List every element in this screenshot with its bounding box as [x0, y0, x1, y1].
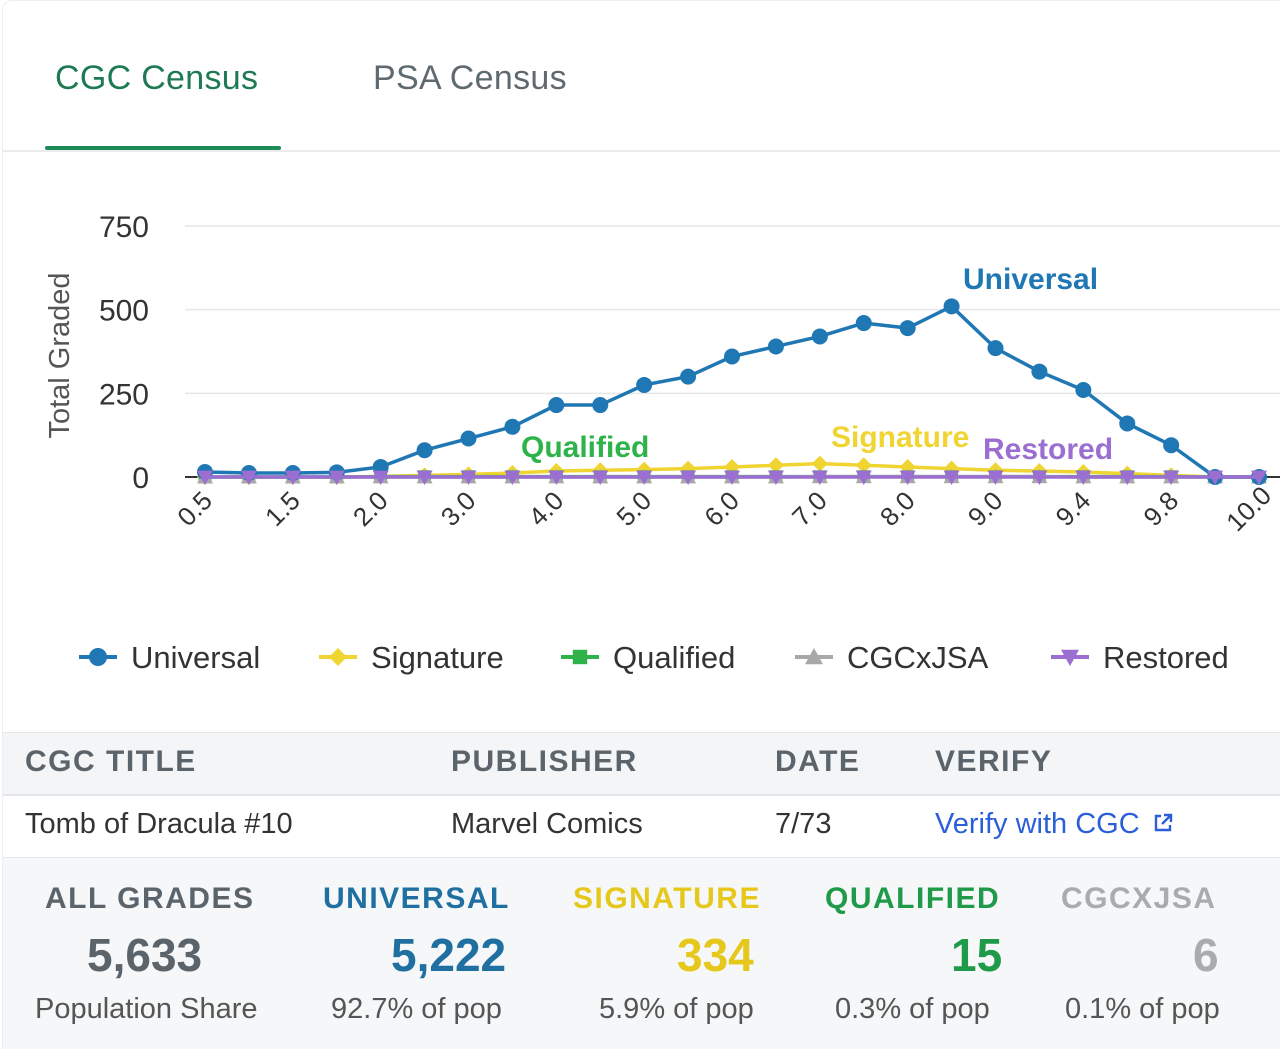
legend-label-qualified: Qualified — [613, 640, 735, 675]
census-line-chart: 0 250 500 750 Total Graded 0.5 1.5 2.0 3.0 4.0 5.0… — [3, 153, 1280, 731]
stat-qualified-value: 15 — [951, 928, 1002, 982]
stat-signature-value: 334 — [677, 928, 754, 982]
x-tick-label: 1.5 — [259, 485, 306, 532]
legend-label-cgcxjsa: CGCxJSA — [847, 640, 989, 675]
x-tick-label: 4.0 — [523, 485, 570, 532]
point-universal — [504, 419, 520, 435]
x-tick-label: 3.0 — [435, 485, 482, 532]
point-universal — [900, 320, 916, 336]
external-link-icon[interactable] — [1152, 809, 1174, 842]
cell-publisher: Marvel Comics — [451, 808, 643, 841]
legend-label-universal: Universal — [131, 640, 260, 675]
point-universal — [988, 340, 1004, 356]
stat-cgcxjsa-label: CGCXJSA — [1061, 882, 1217, 916]
header-date: DATE — [775, 745, 860, 779]
point-universal — [592, 397, 608, 413]
cell-title: Tomb of Dracula #10 — [25, 808, 293, 841]
stat-signature-label: SIGNATURE — [573, 882, 761, 916]
stat-signature-sub: 5.9% of pop — [599, 993, 754, 1026]
table-row: Tomb of Dracula #10 Marvel Comics 7/73 V… — [3, 796, 1280, 859]
point-universal — [1163, 437, 1179, 453]
header-verify: VERIFY — [935, 745, 1052, 779]
point-universal — [944, 298, 960, 314]
x-tick-label: 7.0 — [786, 485, 833, 532]
legend-marker-universal — [89, 648, 107, 666]
x-tick-label: 6.0 — [698, 485, 745, 532]
annotation-restored: Restored — [983, 433, 1113, 466]
stat-all-grades-sub: Population Share — [35, 993, 258, 1026]
stat-all-grades-label: ALL GRADES — [45, 882, 254, 916]
point-universal — [417, 442, 433, 458]
x-tick-label: 0.5 — [171, 485, 218, 532]
y-axis-label: Total Graded — [44, 272, 76, 438]
point-universal — [461, 431, 477, 447]
point-universal — [1075, 382, 1091, 398]
y-tick-label: 250 — [99, 378, 149, 411]
stat-universal-value: 5,222 — [391, 928, 506, 982]
point-universal — [768, 338, 784, 354]
point-universal — [548, 397, 564, 413]
stat-all-grades-value: 5,633 — [87, 928, 202, 982]
legend-label-restored: Restored — [1103, 640, 1229, 675]
header-publisher: PUBLISHER — [451, 745, 638, 779]
stat-universal-label: UNIVERSAL — [323, 882, 510, 916]
point-universal — [680, 369, 696, 385]
title-table: CGC TITLE PUBLISHER DATE VERIFY Tomb of … — [3, 732, 1280, 859]
legend-marker-signature — [329, 648, 347, 666]
verify-with-cgc-link[interactable]: Verify with CGC — [935, 808, 1174, 842]
cell-date: 7/73 — [775, 808, 831, 841]
x-tick-label: 8.0 — [874, 485, 921, 532]
population-stats: ALL GRADES 5,633 Population Share UNIVER… — [3, 858, 1280, 1049]
table-header: CGC TITLE PUBLISHER DATE VERIFY — [3, 732, 1280, 796]
x-tick-label: 9.4 — [1050, 485, 1097, 532]
x-tick-label: 10.0 — [1220, 480, 1277, 537]
y-tick-label: 0 — [132, 462, 149, 495]
point-universal — [812, 328, 828, 344]
point-universal — [1031, 364, 1047, 380]
stat-qualified-sub: 0.3% of pop — [835, 993, 990, 1026]
y-tick-label: 500 — [99, 295, 149, 328]
tab-psa-census[interactable]: PSA Census — [373, 59, 567, 98]
y-tick-label: 750 — [99, 211, 149, 244]
legend-label-signature: Signature — [371, 640, 504, 675]
x-tick-label: 5.0 — [610, 485, 657, 532]
header-cgc-title: CGC TITLE — [25, 745, 197, 779]
x-tick-label: 9.8 — [1137, 485, 1184, 532]
annotation-universal: Universal — [963, 263, 1098, 296]
point-universal — [856, 315, 872, 331]
census-tabs: CGC Census PSA Census — [3, 1, 1280, 152]
active-tab-indicator — [45, 146, 281, 150]
x-tick-label: 9.0 — [962, 485, 1009, 532]
tab-cgc-census[interactable]: CGC Census — [55, 59, 258, 98]
legend-marker-qualified — [573, 650, 587, 664]
x-tick-label: 2.0 — [347, 485, 394, 532]
point-universal — [1119, 415, 1135, 431]
stat-cgcxjsa-sub: 0.1% of pop — [1065, 993, 1220, 1026]
annotation-qualified: Qualified — [521, 431, 649, 464]
point-universal — [724, 349, 740, 365]
verify-link-label[interactable]: Verify with CGC — [935, 808, 1140, 840]
stat-universal-sub: 92.7% of pop — [331, 993, 502, 1026]
point-universal — [636, 377, 652, 393]
stat-cgcxjsa-value: 6 — [1193, 928, 1219, 982]
stat-qualified-label: QUALIFIED — [825, 882, 1000, 916]
annotation-signature: Signature — [831, 421, 969, 454]
